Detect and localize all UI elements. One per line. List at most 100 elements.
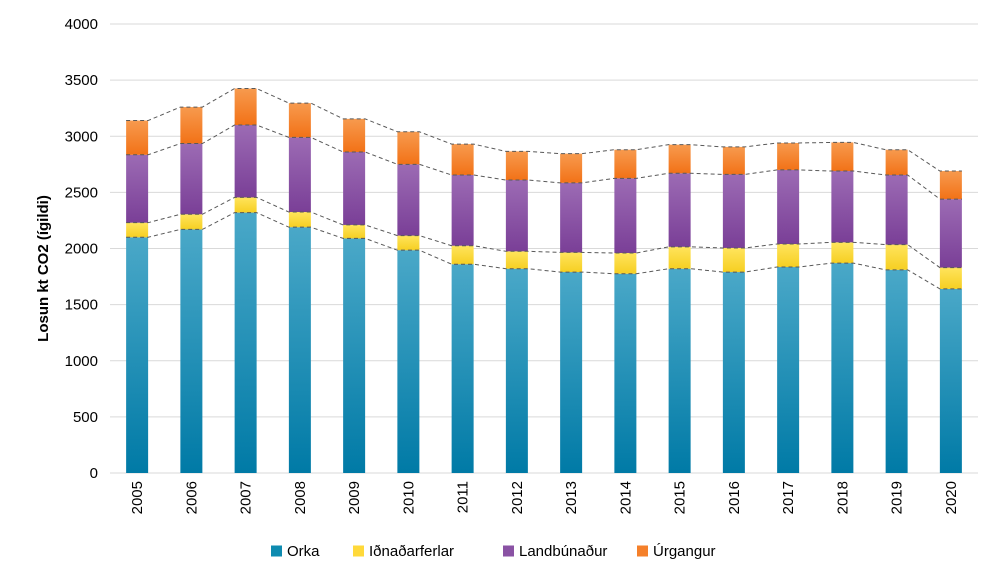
bar-segment-orka — [777, 267, 800, 473]
y-tick-label: 4000 — [65, 16, 98, 33]
x-tick-label: 2020 — [943, 481, 960, 514]
bar-segment-úrgangur — [288, 103, 311, 138]
bar-segment-orka — [939, 288, 962, 473]
bar-segment-landbúnaður — [777, 169, 800, 245]
x-tick-label: 2012 — [509, 481, 526, 514]
bar-segment-iðnaðarferlar — [126, 222, 149, 238]
trend-line — [126, 196, 962, 269]
legend-swatch — [637, 545, 648, 557]
bar-segment-úrgangur — [234, 88, 257, 126]
bar-segment-iðnaðarferlar — [505, 251, 528, 269]
bar-segment-orka — [668, 268, 691, 473]
bar-segment-iðnaðarferlar — [831, 242, 854, 264]
bar-segment-landbúnaður — [939, 199, 962, 268]
trend-lines — [126, 88, 962, 290]
bar-segment-iðnaðarferlar — [885, 244, 908, 270]
legend-label: Úrgangur — [653, 543, 716, 560]
x-tick-label: 2017 — [780, 481, 797, 514]
x-tick-label: 2013 — [563, 481, 580, 514]
bar-segment-úrgangur — [180, 107, 203, 144]
y-tick-label: 0 — [90, 465, 98, 482]
bar-segment-landbúnaður — [560, 182, 583, 253]
bar-segment-orka — [288, 227, 311, 473]
bar-segment-úrgangur — [722, 146, 745, 175]
bar-segment-iðnaðarferlar — [560, 252, 583, 273]
x-tick-label: 2008 — [292, 481, 309, 514]
trend-line — [126, 212, 962, 290]
bar-segment-iðnaðarferlar — [614, 252, 637, 274]
bar-segment-landbúnaður — [885, 174, 908, 245]
axes: 0 500 1000 1500 2000 2500 3000 3500 4000 2005 2006… — [65, 16, 960, 514]
x-tick-label: 2015 — [672, 481, 689, 514]
bar-segment-úrgangur — [885, 149, 908, 175]
bar-segment-landbúnaður — [505, 180, 528, 252]
bar-segment-iðnaðarferlar — [722, 247, 745, 273]
x-tick-label: 2016 — [726, 481, 743, 514]
bar-segment-orka — [343, 238, 366, 473]
bar-segment-úrgangur — [126, 120, 149, 155]
bar-segment-iðnaðarferlar — [397, 235, 420, 251]
bar-segment-iðnaðarferlar — [939, 267, 962, 289]
bar-segment-landbúnaður — [614, 178, 637, 253]
bar-segment-landbúnaður — [831, 171, 854, 243]
trend-line — [126, 88, 962, 172]
bar-segment-úrgangur — [505, 151, 528, 181]
legend-swatch — [503, 545, 514, 557]
bar-segment-iðnaðarferlar — [668, 246, 691, 269]
bar-segment-landbúnaður — [722, 174, 745, 248]
bar-segment-úrgangur — [451, 144, 474, 175]
y-tick-label: 2000 — [65, 241, 98, 258]
bar-segment-iðnaðarferlar — [180, 214, 203, 230]
bar-segment-orka — [885, 269, 908, 473]
x-tick-label: 2010 — [400, 481, 417, 514]
y-tick-label: 1500 — [65, 297, 98, 314]
x-tick-label: 2018 — [834, 481, 851, 514]
bar-segment-orka — [722, 272, 745, 473]
bar-segment-orka — [126, 237, 149, 473]
x-tick-label: 2014 — [617, 481, 634, 514]
bar-segment-úrgangur — [939, 171, 962, 200]
bar-segment-úrgangur — [831, 142, 854, 172]
bar-segment-landbúnaður — [126, 154, 149, 223]
bar-segment-orka — [234, 212, 257, 473]
bar-segment-orka — [180, 229, 203, 473]
bar-segment-úrgangur — [397, 131, 420, 165]
y-tick-label: 3500 — [65, 72, 98, 89]
x-tick-label: 2005 — [129, 481, 146, 514]
bar-segment-orka — [831, 263, 854, 473]
bar-segment-landbúnaður — [180, 143, 203, 215]
legend: Orka Iðnaðarferlar Landbúnaður Úrgangur — [271, 543, 716, 560]
legend-label: Orka — [287, 543, 320, 560]
legend-label: Iðnaðarferlar — [369, 543, 454, 560]
y-axis-label: Losun kt CO2 (ígildi) — [35, 195, 52, 342]
x-tick-label: 2006 — [183, 481, 200, 514]
bar-segment-iðnaðarferlar — [343, 224, 366, 239]
trend-line — [126, 124, 962, 200]
y-tick-label: 500 — [73, 409, 98, 426]
bar-segment-úrgangur — [614, 149, 637, 179]
bar-segment-landbúnaður — [343, 151, 366, 225]
bar-segment-úrgangur — [668, 144, 691, 174]
y-tick-label: 1000 — [65, 353, 98, 370]
y-tick-label: 3000 — [65, 128, 98, 145]
bar-segment-landbúnaður — [451, 174, 474, 246]
bar-segment-landbúnaður — [288, 137, 311, 213]
bar-segment-orka — [560, 272, 583, 473]
bar-segment-úrgangur — [777, 142, 800, 170]
y-tick-label: 2500 — [65, 184, 98, 201]
legend-swatch — [353, 545, 364, 557]
legend-swatch — [271, 545, 282, 557]
bar-segment-iðnaðarferlar — [777, 244, 800, 268]
x-tick-label: 2019 — [889, 481, 906, 514]
legend-label: Landbúnaður — [519, 543, 607, 560]
bar-segment-orka — [397, 250, 420, 473]
bars — [126, 88, 962, 473]
bar-segment-landbúnaður — [397, 164, 420, 236]
bar-segment-orka — [505, 268, 528, 473]
bar-segment-landbúnaður — [234, 125, 257, 198]
x-tick-label: 2007 — [238, 481, 255, 514]
bar-segment-orka — [614, 273, 637, 473]
x-tick-label: 2011 — [455, 481, 472, 513]
bar-segment-landbúnaður — [668, 173, 691, 247]
